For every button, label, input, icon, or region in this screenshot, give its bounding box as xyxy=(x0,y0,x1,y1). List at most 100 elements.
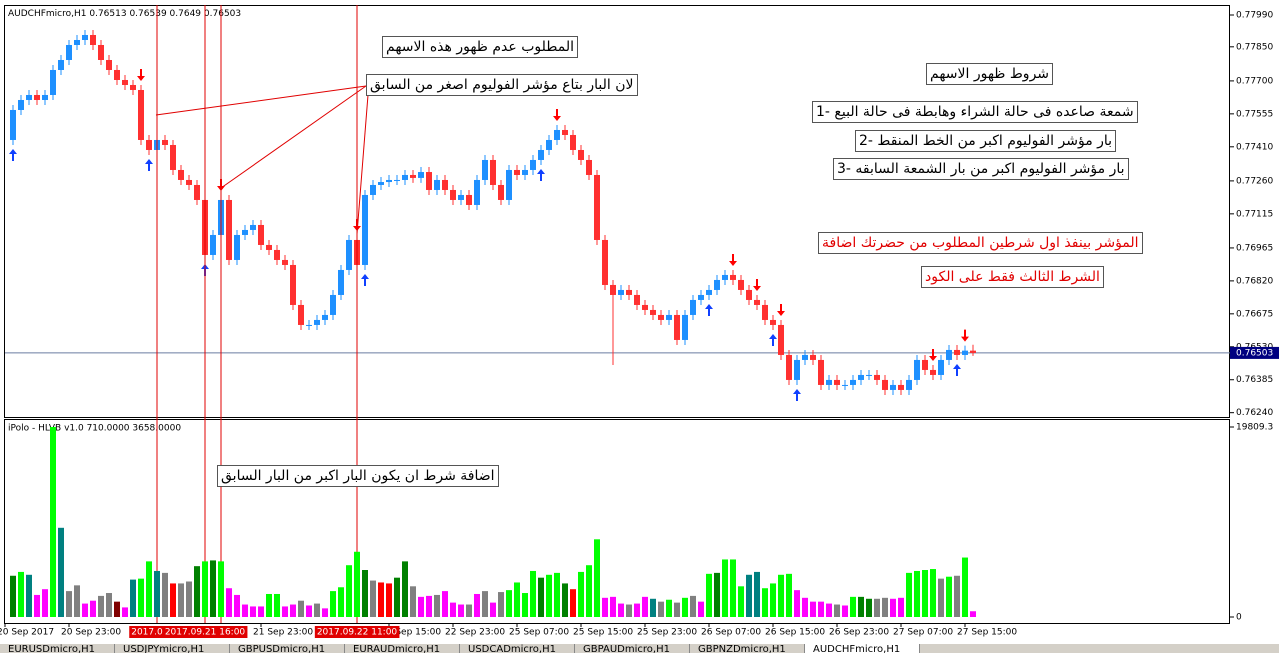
candle-body xyxy=(482,159,488,180)
candle-body xyxy=(770,319,776,325)
tab[interactable]: EURAUDmicro,H1 xyxy=(345,644,460,653)
volume-bar xyxy=(570,589,576,617)
candle-body xyxy=(674,314,680,340)
tab[interactable]: GBPNZDmicro,H1 xyxy=(690,644,805,653)
volume-bar xyxy=(282,606,288,617)
tab[interactable]: AUDCHFmicro,H1 xyxy=(805,644,920,653)
candle-body xyxy=(170,144,176,170)
buy-arrow xyxy=(953,363,961,376)
volume-bar xyxy=(538,577,544,617)
volume-bar xyxy=(154,570,160,617)
candle-body xyxy=(722,274,728,280)
volume-bar xyxy=(586,565,592,617)
tab[interactable]: EURUSDmicro,H1 xyxy=(0,644,115,653)
volume-bar xyxy=(194,566,200,617)
volume-bar xyxy=(650,598,656,617)
volume-bar xyxy=(610,596,616,617)
volume-bar xyxy=(426,595,432,617)
candle-body xyxy=(810,354,816,360)
annotation: المطلوب عدم ظهور هذه الاسهم xyxy=(382,36,578,58)
volume-bar xyxy=(178,583,184,617)
volume-bar xyxy=(306,605,312,617)
volume-bar xyxy=(490,602,496,617)
candle-body xyxy=(570,134,576,150)
volume-bar xyxy=(242,604,248,617)
x-tick-label: 26 Sep 15:00 xyxy=(765,628,825,638)
y-tick-label: 0.77260 xyxy=(1236,176,1273,186)
volume-bar xyxy=(874,598,880,617)
volume-bar xyxy=(162,572,168,617)
tab[interactable]: USDCADmicro,H1 xyxy=(460,644,575,653)
volume-bar xyxy=(66,591,72,617)
volume-bar xyxy=(474,593,480,617)
label-box xyxy=(314,626,400,638)
tab[interactable]: USDJPYmicro,H1 xyxy=(115,644,230,653)
candle-body xyxy=(522,169,528,175)
candle-body xyxy=(538,149,544,160)
candle-body xyxy=(778,324,784,355)
annotation: لان البار بتاع مؤشر الفوليوم اصغر من الس… xyxy=(366,74,638,96)
volume-bar xyxy=(138,578,144,617)
volume-bar xyxy=(130,579,136,617)
candle-body xyxy=(370,184,376,195)
volume-bar xyxy=(698,601,704,617)
y-tick-label: 0.76820 xyxy=(1236,276,1273,286)
candle-body xyxy=(114,69,120,80)
candle-body xyxy=(162,139,168,145)
tab[interactable]: GBPUSDmicro,H1 xyxy=(230,644,345,653)
candle-body xyxy=(434,179,440,190)
x-tick-label: 20 Sep 2017 xyxy=(0,628,54,638)
candle-body xyxy=(938,359,944,375)
candle-body xyxy=(954,349,960,355)
candle-body xyxy=(242,229,248,235)
indicator-title: iPolo - HLVB v1.0 710.0000 3658.0000 xyxy=(8,424,181,434)
candle-body xyxy=(610,284,616,295)
x-tick-label: 21 Sep 23:00 xyxy=(253,628,313,638)
sell-arrow xyxy=(753,278,761,291)
tab[interactable]: GBPAUDmicro,H1 xyxy=(575,644,690,653)
candle-body xyxy=(322,314,328,320)
volume-bar xyxy=(506,590,512,617)
volume-bar xyxy=(786,573,792,617)
volume-bar xyxy=(186,581,192,617)
candle-body xyxy=(962,350,968,355)
candle-body xyxy=(898,384,904,390)
volume-bar xyxy=(354,551,360,617)
y-tick-label: 0.76965 xyxy=(1236,243,1273,253)
chart-header: AUDCHFmicro,H1 0.76513 0.76539 0.7649 0.… xyxy=(8,9,241,19)
candle-body xyxy=(306,324,312,326)
volume-bar xyxy=(730,559,736,617)
sell-arrow xyxy=(777,303,785,316)
candle-body xyxy=(18,99,24,110)
candle-body xyxy=(506,169,512,200)
volume-bar xyxy=(858,596,864,617)
volume-bar xyxy=(114,601,120,617)
annotation: الشرط الثالث فقط على الكود xyxy=(921,266,1104,288)
x-tick-label: 26 Sep 07:00 xyxy=(701,628,761,638)
candle-body xyxy=(602,239,608,285)
volume-bar xyxy=(378,582,384,617)
buy-arrow xyxy=(9,148,17,161)
volume-bar xyxy=(554,572,560,617)
buy-arrow xyxy=(705,303,713,316)
volume-bar xyxy=(834,604,840,617)
volume-bar xyxy=(42,589,48,617)
candle-body xyxy=(698,294,704,300)
volume-bar xyxy=(850,596,856,617)
volume-bar xyxy=(626,604,632,617)
volume-bar xyxy=(890,598,896,617)
candle-body xyxy=(82,34,88,40)
x-tick-label: 27 Sep 07:00 xyxy=(893,628,953,638)
volume-bar xyxy=(218,561,224,617)
volume-bar xyxy=(210,560,216,617)
sell-arrow xyxy=(961,329,969,342)
candle-body xyxy=(266,244,272,250)
symbol: AUDCHFmicro,H1 xyxy=(8,9,86,19)
candle-body xyxy=(34,94,40,100)
volume-bar xyxy=(482,591,488,617)
volume-bar xyxy=(370,580,376,617)
annotation: اضافة شرط ان يكون البار اكبر من البار ال… xyxy=(217,465,499,487)
candle-body xyxy=(530,159,536,170)
volume-bar xyxy=(938,578,944,617)
